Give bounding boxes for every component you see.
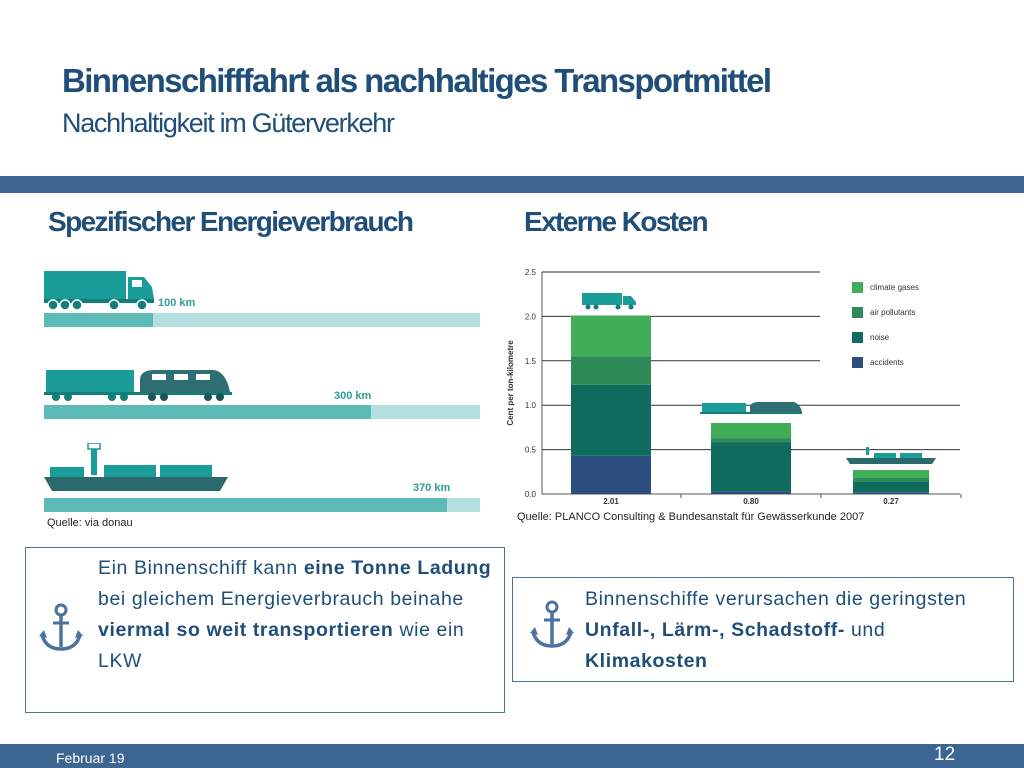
anchor-icon: [39, 603, 83, 651]
legend-swatch: [852, 307, 863, 318]
y-tick-label: 0.0: [525, 490, 537, 499]
bar-segment-accidents: [571, 455, 651, 494]
train-distance-bar: [44, 405, 480, 419]
train-distance-label: 300 km: [334, 390, 372, 402]
bar-segment-accidents: [711, 491, 791, 494]
truck-icon: [582, 293, 636, 310]
bar-segment-climate-gases: [571, 315, 651, 357]
ship-icon: [846, 447, 936, 464]
page-number: 12: [934, 744, 956, 765]
y-axis-label: Cent per ton-kilometre: [506, 340, 515, 426]
ship-distance-label: 370 km: [413, 482, 451, 494]
truck-distance-fill: [44, 313, 153, 327]
footer-bar: [0, 744, 1024, 768]
legend-swatch: [852, 332, 863, 343]
ship-icon: [44, 443, 228, 491]
legend-swatch: [852, 357, 863, 368]
bar-segment-noise: [853, 481, 929, 493]
energy-info-box: Ein Binnenschiff kann eine Tonne Ladung …: [25, 547, 505, 713]
train-distance-fill: [44, 405, 371, 419]
train-icon: [700, 402, 802, 414]
truck-distance-label: 100 km: [158, 297, 196, 309]
external-costs-info-box: Binnenschiffe verursachen die geringsten…: [512, 577, 1014, 682]
bar-segment-climate-gases: [711, 422, 791, 439]
bar-segment-air-pollutants: [571, 356, 651, 385]
bar-segment-air-pollutants: [711, 438, 791, 443]
ship-distance-fill: [44, 498, 448, 512]
legend-label: accidents: [870, 358, 904, 367]
footer-date: Februar 19: [56, 750, 125, 766]
bar-segment-climate-gases: [853, 470, 929, 479]
truck-icon: [44, 271, 154, 311]
legend-label: air pollutants: [870, 308, 915, 317]
y-tick-label: 1.5: [525, 357, 537, 366]
slide-title: Binnenschifffahrt als nachhaltiges Trans…: [62, 62, 772, 99]
energy-info-text: Ein Binnenschiff kann eine Tonne Ladung …: [98, 557, 492, 672]
bar-segment-noise: [711, 442, 791, 492]
external-costs-info-text: Binnenschiffe verursachen die geringsten…: [585, 588, 967, 672]
y-tick-label: 1.0: [525, 401, 537, 410]
ship-distance-bar: [44, 498, 480, 512]
y-tick-label: 0.5: [525, 446, 537, 455]
bar-segment-accidents: [853, 492, 929, 494]
y-tick-label: 2.5: [525, 268, 537, 277]
anchor-icon: [530, 600, 574, 648]
x-tick-label: 0.27: [883, 497, 899, 506]
header-divider-bar: [0, 176, 1024, 193]
energy-source: Quelle: via donau: [47, 517, 133, 529]
truck-distance-bar: [44, 313, 480, 327]
external-costs-source: Quelle: PLANCO Consulting & Bundesanstal…: [517, 511, 865, 523]
x-tick-label: 0.80: [743, 497, 759, 506]
external-costs-chart: 0.0 0.5 1.0 1.5 2.0 2.5 Cent per ton-kilometre…: [506, 268, 962, 506]
energy-heading: Spezifischer Energieverbrauch: [48, 206, 414, 237]
legend-label: noise: [870, 333, 890, 342]
legend-swatch: [852, 282, 863, 293]
train-icon: [44, 370, 232, 401]
y-tick-label: 2.0: [525, 312, 537, 321]
external-costs-heading: Externe Kosten: [524, 206, 709, 237]
slide-subtitle: Nachhaltigkeit im Güterverkehr: [62, 108, 395, 138]
legend-label: climate gases: [870, 283, 919, 292]
bar-segment-air-pollutants: [853, 478, 929, 482]
x-tick-label: 2.01: [603, 497, 619, 506]
bar-segment-noise: [571, 384, 651, 456]
